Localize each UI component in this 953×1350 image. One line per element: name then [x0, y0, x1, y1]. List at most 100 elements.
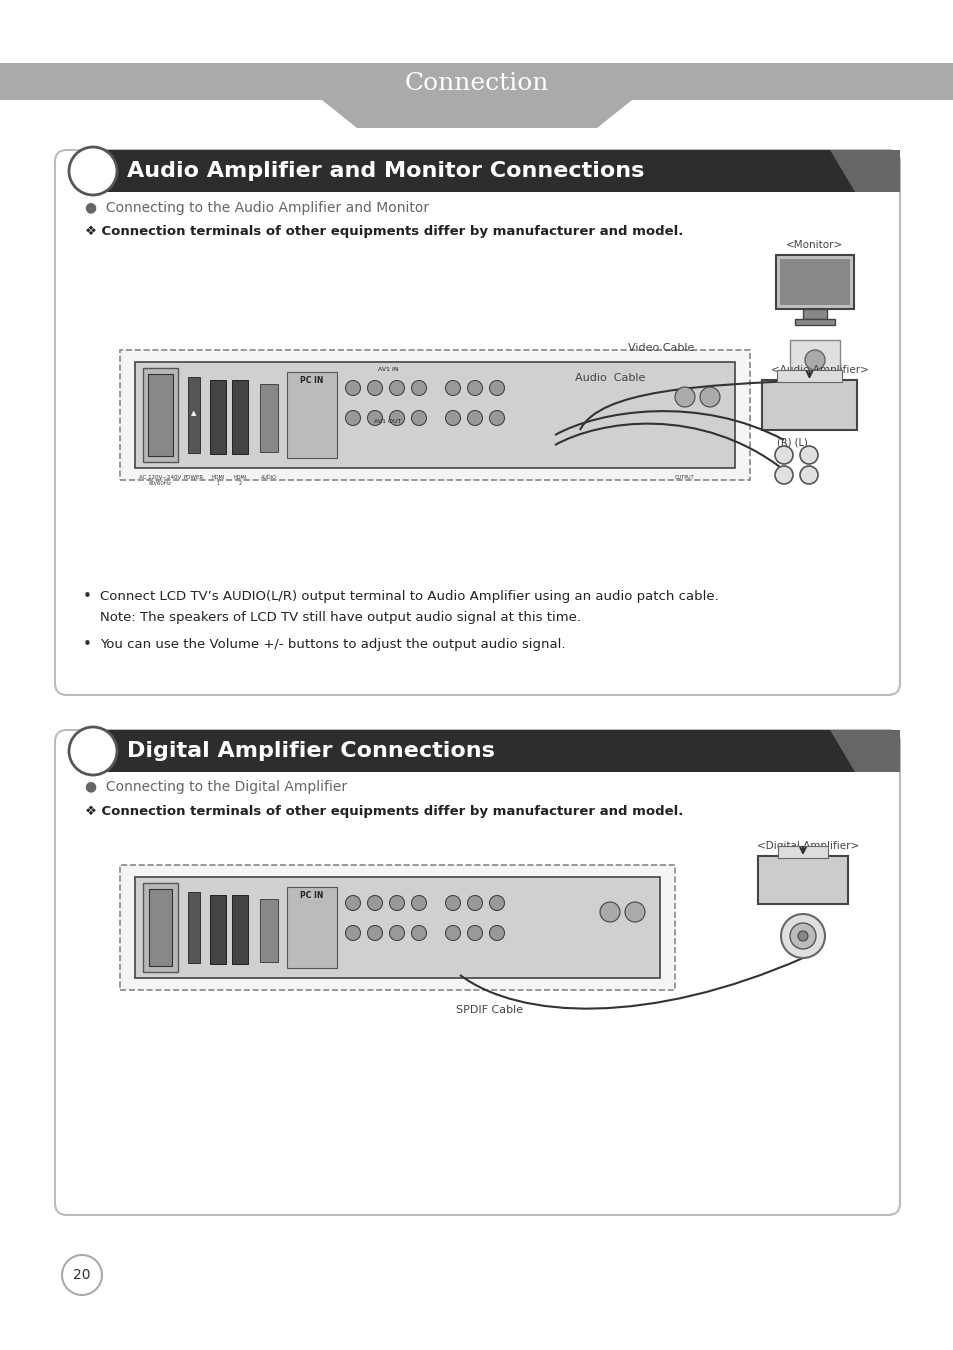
- Circle shape: [599, 902, 619, 922]
- Circle shape: [467, 926, 482, 941]
- Circle shape: [781, 914, 824, 958]
- Circle shape: [367, 895, 382, 910]
- Circle shape: [389, 895, 404, 910]
- Circle shape: [367, 926, 382, 941]
- Circle shape: [700, 387, 720, 406]
- Bar: [120, 350, 749, 481]
- Text: •: •: [83, 590, 91, 605]
- Text: Digital Amplifier Connections: Digital Amplifier Connections: [127, 741, 495, 761]
- Circle shape: [445, 895, 460, 910]
- Bar: [780, 259, 849, 305]
- Text: Audio Amplifier and Monitor Connections: Audio Amplifier and Monitor Connections: [127, 161, 643, 181]
- Text: Audio  Cable: Audio Cable: [575, 373, 644, 383]
- Text: Connect LCD TV’s AUDIO(L/R) output terminal to Audio Amplifier using an audio pa: Connect LCD TV’s AUDIO(L/R) output termi…: [100, 590, 718, 603]
- FancyBboxPatch shape: [55, 150, 899, 695]
- Text: HDMI
1: HDMI 1: [212, 475, 224, 486]
- Bar: [758, 856, 847, 904]
- Bar: [775, 255, 853, 309]
- Text: Note: The speakers of LCD TV still have output audio signal at this time.: Note: The speakers of LCD TV still have …: [100, 612, 580, 625]
- Circle shape: [62, 1256, 102, 1295]
- Circle shape: [624, 902, 644, 922]
- Circle shape: [411, 381, 426, 396]
- Text: •: •: [83, 637, 91, 652]
- FancyBboxPatch shape: [92, 150, 899, 192]
- Bar: [789, 340, 840, 379]
- Bar: [761, 379, 856, 431]
- Text: 20: 20: [73, 1268, 91, 1282]
- Circle shape: [445, 926, 460, 941]
- Text: <Monitor>: <Monitor>: [785, 240, 842, 250]
- Circle shape: [675, 387, 695, 406]
- Text: SPDIF Cable: SPDIF Cable: [456, 1004, 523, 1015]
- Bar: [149, 890, 172, 967]
- Circle shape: [69, 728, 117, 775]
- Circle shape: [489, 381, 504, 396]
- Polygon shape: [322, 100, 631, 128]
- Bar: [232, 895, 248, 964]
- Text: Connection: Connection: [404, 72, 549, 94]
- Bar: [135, 362, 734, 468]
- Circle shape: [445, 381, 460, 396]
- Circle shape: [774, 446, 792, 464]
- Circle shape: [804, 350, 824, 370]
- Circle shape: [389, 926, 404, 941]
- Text: <Audio Amplifier>: <Audio Amplifier>: [770, 364, 867, 375]
- Bar: [287, 887, 336, 968]
- Bar: [0, 63, 953, 100]
- Bar: [143, 369, 178, 462]
- Circle shape: [797, 931, 807, 941]
- Circle shape: [445, 410, 460, 425]
- Circle shape: [345, 410, 360, 425]
- Circle shape: [789, 923, 815, 949]
- Circle shape: [345, 895, 360, 910]
- Text: You can use the Volume +/- buttons to adjust the output audio signal.: You can use the Volume +/- buttons to ad…: [100, 639, 565, 652]
- Text: OUTPUT: OUTPUT: [675, 475, 694, 481]
- Bar: [135, 878, 659, 977]
- Circle shape: [800, 466, 817, 485]
- Text: ●  Connecting to the Audio Amplifier and Monitor: ● Connecting to the Audio Amplifier and …: [85, 201, 429, 215]
- Bar: [260, 899, 277, 963]
- Polygon shape: [829, 150, 899, 192]
- Text: Video Cable: Video Cable: [627, 343, 694, 352]
- Circle shape: [367, 410, 382, 425]
- Circle shape: [489, 410, 504, 425]
- Text: ▲: ▲: [192, 410, 196, 416]
- Text: AV1 OUT: AV1 OUT: [374, 420, 401, 424]
- Circle shape: [69, 147, 117, 194]
- Text: ❖ Connection terminals of other equipments differ by manufacturer and model.: ❖ Connection terminals of other equipmen…: [85, 806, 682, 818]
- Text: PC IN: PC IN: [300, 891, 323, 900]
- Circle shape: [411, 410, 426, 425]
- Circle shape: [467, 381, 482, 396]
- Bar: [794, 319, 834, 325]
- Bar: [188, 377, 200, 454]
- Circle shape: [467, 895, 482, 910]
- Circle shape: [389, 410, 404, 425]
- Bar: [802, 309, 826, 319]
- Circle shape: [489, 895, 504, 910]
- Circle shape: [389, 381, 404, 396]
- Bar: [188, 892, 200, 963]
- Text: HDMI
2: HDMI 2: [233, 475, 247, 486]
- Bar: [148, 374, 172, 456]
- Text: <Digital Amplifier>: <Digital Amplifier>: [756, 841, 859, 850]
- Text: AV1 IN: AV1 IN: [377, 367, 398, 373]
- Text: PC IN: PC IN: [300, 377, 323, 385]
- Circle shape: [345, 926, 360, 941]
- Circle shape: [800, 446, 817, 464]
- Circle shape: [774, 466, 792, 485]
- Text: ❖ Connection terminals of other equipments differ by manufacturer and model.: ❖ Connection terminals of other equipmen…: [85, 225, 682, 239]
- Bar: [210, 895, 226, 964]
- Bar: [120, 865, 675, 990]
- Text: POWER: POWER: [184, 475, 204, 481]
- Bar: [776, 370, 841, 382]
- Text: ●  Connecting to the Digital Amplifier: ● Connecting to the Digital Amplifier: [85, 780, 347, 794]
- Bar: [232, 379, 248, 454]
- FancyBboxPatch shape: [55, 730, 899, 1215]
- Text: (R) (L): (R) (L): [776, 437, 807, 448]
- Bar: [287, 373, 336, 458]
- Bar: [143, 883, 178, 972]
- Polygon shape: [829, 730, 899, 772]
- Text: AUDIO: AUDIO: [261, 475, 276, 481]
- Circle shape: [489, 926, 504, 941]
- Bar: [778, 846, 827, 859]
